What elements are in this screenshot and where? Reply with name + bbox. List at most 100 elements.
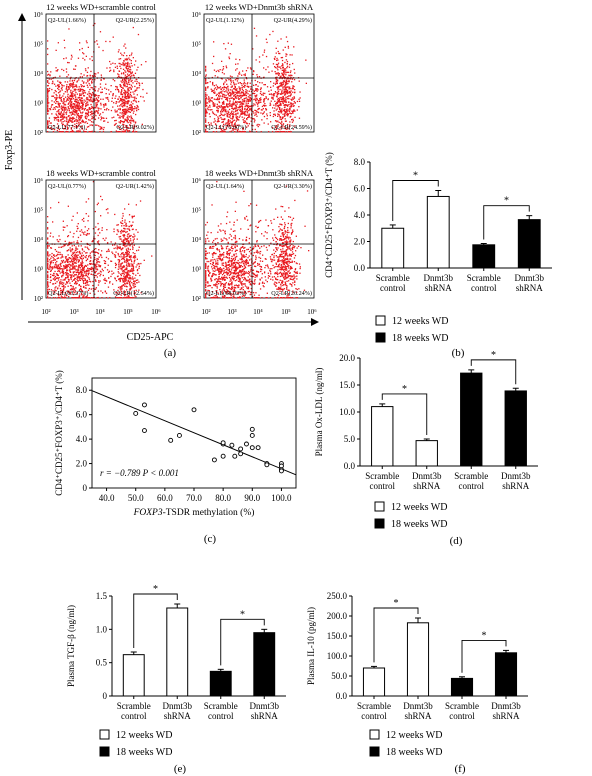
flow-dot [224, 131, 226, 133]
flow-dot [54, 264, 56, 266]
flow-dot [128, 271, 130, 273]
flow-dot [253, 118, 255, 120]
flow-dot [127, 87, 129, 89]
flow-dot [249, 105, 251, 107]
flow-dot [109, 70, 111, 72]
flow-dot [126, 55, 128, 57]
flow-dot [120, 99, 122, 101]
flow-dot [119, 62, 121, 65]
flow-dot [61, 122, 63, 124]
flow-dot [257, 111, 259, 113]
flow-dot [95, 124, 97, 126]
flow-dot [287, 76, 289, 78]
flow-dot [73, 254, 75, 257]
flow-dot [133, 290, 135, 292]
flow-dot [87, 269, 89, 271]
flow-dot [122, 234, 124, 236]
flow-dot [49, 264, 51, 266]
flow-dot [101, 268, 103, 270]
flow-dot [222, 102, 225, 104]
flow-dot [76, 292, 78, 294]
flow-dot [286, 81, 288, 83]
flow-dot [82, 294, 84, 296]
flow-dot [91, 59, 93, 62]
flow-dot [118, 297, 120, 299]
flow-dot [116, 110, 118, 112]
flow-dot [52, 278, 55, 280]
quadrant-ul-label: Q2-UL(1.12%) [206, 17, 244, 24]
flow-dot [66, 126, 68, 128]
flow-dot [214, 92, 216, 94]
flow-dot [49, 87, 51, 90]
flow-dot [234, 88, 236, 90]
flow-dot [131, 228, 134, 231]
flow-dot [66, 294, 68, 297]
flow-dot [256, 110, 258, 112]
flow-dot [205, 282, 207, 284]
flow-dot [69, 80, 71, 82]
flow-dot [122, 279, 124, 281]
flow-dot [70, 275, 72, 277]
flow-dot [49, 263, 52, 265]
flow-dot [217, 278, 219, 280]
flow-dot [98, 125, 100, 127]
flow-dot [239, 59, 241, 61]
flow-dot [248, 116, 250, 118]
flow-dot [82, 273, 84, 276]
flow-dot [246, 83, 248, 85]
flow-dot [135, 78, 137, 81]
flow-dot [115, 280, 118, 282]
flow-dot [296, 271, 298, 273]
flow-dot [81, 277, 84, 279]
flow-dot [254, 119, 256, 121]
flow-dot [226, 96, 228, 99]
flow-dot [53, 283, 55, 285]
flow-dot [87, 46, 89, 48]
flow-dot [245, 261, 248, 263]
flow-dot [128, 116, 131, 118]
flow-dot [74, 277, 77, 280]
flow-dot [214, 267, 216, 270]
flow-dot [127, 99, 129, 102]
flow-dot [227, 287, 230, 289]
flow-dot [101, 250, 103, 252]
flow-dot [268, 131, 270, 133]
flow-dot [229, 75, 232, 77]
flow-dot [286, 111, 288, 113]
flow-dot [91, 240, 93, 243]
flow-x-axis-label: CD25-APC [127, 332, 174, 343]
flow-dot [48, 82, 50, 84]
flow-dot [216, 109, 218, 112]
flow-dot [47, 126, 49, 128]
flow-dot [126, 240, 128, 243]
flow-dot [117, 73, 119, 75]
flow-dot [227, 122, 229, 124]
flow-dot [47, 53, 49, 56]
flow-dot [289, 63, 291, 66]
flow-dot [47, 127, 49, 129]
flow-dot [238, 91, 240, 94]
flow-dot [69, 264, 72, 266]
flow-dot [251, 128, 254, 131]
flow-dot [249, 67, 252, 69]
flow-dot [113, 124, 116, 126]
flow-dot [124, 58, 126, 60]
flow-dot [128, 57, 130, 59]
flow-dot [72, 84, 74, 86]
flow-dot [277, 40, 279, 42]
flow-dot [231, 284, 233, 286]
flow-dot [72, 271, 74, 273]
flow-dot [73, 262, 75, 264]
flow-dot [83, 265, 86, 267]
flow-dot [86, 112, 88, 114]
flow-dot [289, 106, 291, 108]
flow-dot [83, 250, 85, 253]
flow-dot [228, 125, 231, 127]
flow-dot [59, 131, 61, 133]
flow-dot [218, 127, 220, 129]
flow-dot [228, 95, 230, 97]
flow-dot [237, 262, 240, 265]
flow-dot [270, 93, 273, 95]
flow-dot [280, 57, 282, 59]
flow-dot [241, 283, 243, 285]
